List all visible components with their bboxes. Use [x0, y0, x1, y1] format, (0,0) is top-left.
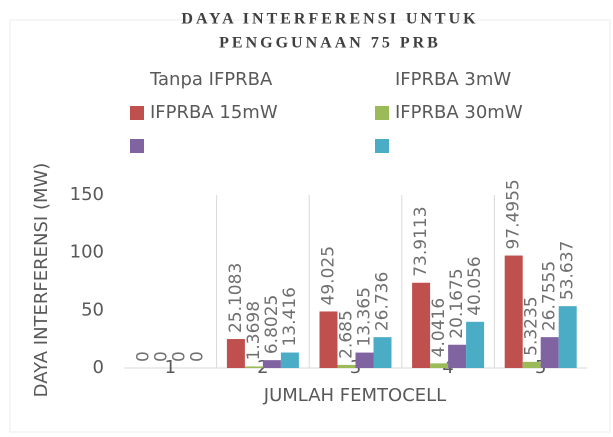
bar: [373, 337, 392, 368]
data-label: 0: [169, 351, 189, 362]
bar: [319, 311, 338, 368]
data-label: 13.416: [280, 287, 300, 346]
data-label: 0: [133, 351, 153, 362]
y-tick-label: 50: [81, 299, 104, 320]
data-label: 73.9113: [411, 206, 431, 276]
y-tick-label: 150: [70, 184, 104, 205]
bar: [355, 352, 374, 368]
x-tick-label: 1: [165, 357, 176, 378]
data-label: 25.1083: [226, 263, 246, 333]
legend-label: IFPRBA 30mW: [395, 102, 523, 123]
legend-label: IFPRBA 3mW: [395, 69, 511, 90]
y-axis-title: DAYA INTERFERENSI (MW): [31, 163, 52, 398]
legend-label: Tanpa IFPRBA: [149, 69, 273, 90]
data-label: 97.4955: [504, 179, 524, 249]
bar: [430, 363, 449, 368]
legend-swatch: [130, 106, 144, 120]
data-label: 53.637: [558, 241, 578, 300]
data-label: 49.025: [319, 246, 339, 305]
chart-frame: [9, 19, 611, 433]
bar: [558, 306, 577, 368]
bar: [280, 352, 299, 368]
data-label: 13.365: [355, 287, 375, 346]
legend-label: IFPRBA 15mW: [150, 102, 278, 123]
data-label: 4.0416: [429, 298, 449, 357]
data-label: 26.7555: [540, 261, 560, 331]
y-tick-label: 0: [93, 357, 104, 378]
bar: [244, 366, 263, 368]
data-label: 2.685: [337, 310, 357, 359]
data-label: 1.3698: [244, 301, 264, 360]
data-label: 20.1675: [447, 268, 467, 338]
legend-swatch: [375, 139, 389, 153]
data-label: 40.056: [465, 256, 485, 315]
x-axis-title: JUMLAH FEMTOCELL: [263, 385, 446, 406]
bar: [504, 255, 523, 368]
bar: [448, 344, 467, 368]
bar: [466, 321, 485, 368]
y-tick-label: 100: [70, 242, 104, 263]
legend-swatch: [375, 106, 389, 120]
bar: [226, 339, 245, 368]
chart-title: PENGGUNAAN 75 PRB: [219, 35, 441, 52]
bar: [540, 337, 559, 368]
bar: [522, 361, 541, 368]
bar: [262, 360, 281, 368]
chart-title: DAYA INTERFERENSI UNTUK: [181, 11, 478, 28]
data-label: 0: [187, 351, 207, 362]
legend-swatch: [130, 139, 144, 153]
bar: [337, 364, 356, 368]
data-label: 6.8025: [262, 295, 282, 354]
bar: [412, 282, 431, 368]
data-label: 5.3235: [522, 296, 542, 355]
data-label: 26.736: [373, 272, 393, 331]
data-label: 0: [151, 351, 171, 362]
